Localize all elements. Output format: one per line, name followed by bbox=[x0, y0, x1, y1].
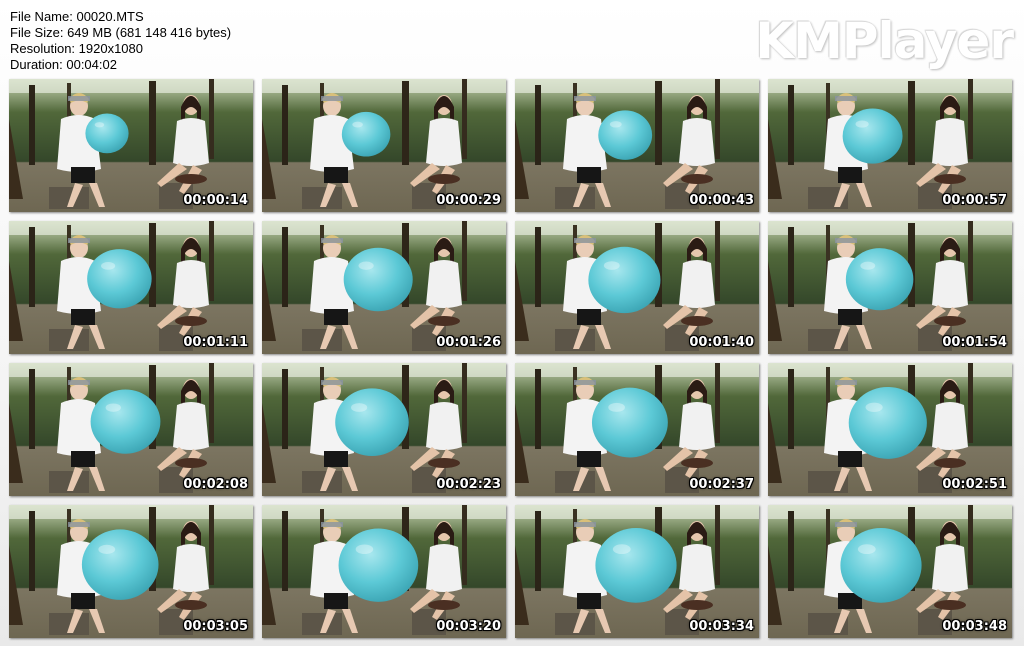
timestamp-label: 00:00:29 bbox=[436, 193, 501, 208]
timestamp-label: 00:01:26 bbox=[436, 335, 501, 350]
video-frame bbox=[262, 505, 506, 638]
video-thumbnail[interactable]: 00:02:37 bbox=[515, 363, 759, 496]
timestamp-label: 00:00:14 bbox=[183, 193, 248, 208]
file-size: File Size: 649 MB (681 148 416 bytes) bbox=[10, 25, 232, 40]
video-thumbnail[interactable]: 00:02:51 bbox=[768, 363, 1012, 496]
video-frame bbox=[262, 363, 506, 496]
video-thumbnail[interactable]: 00:01:26 bbox=[262, 221, 506, 354]
timestamp-label: 00:01:11 bbox=[183, 335, 248, 350]
video-thumbnail[interactable]: 00:03:34 bbox=[515, 505, 759, 638]
video-thumbnail[interactable]: 00:03:48 bbox=[768, 505, 1012, 638]
timestamp-label: 00:03:05 bbox=[183, 619, 248, 634]
timestamp-label: 00:03:20 bbox=[436, 619, 501, 634]
video-thumbnail[interactable]: 00:00:57 bbox=[768, 79, 1012, 212]
timestamp-label: 00:01:54 bbox=[942, 335, 1007, 350]
thumbnail-grid: 00:00:14 bbox=[9, 79, 1012, 638]
resolution: Resolution: 1920x1080 bbox=[10, 41, 143, 56]
video-frame bbox=[768, 79, 1012, 212]
timestamp-label: 00:03:48 bbox=[942, 619, 1007, 634]
kmplayer-logo: KMPlayer bbox=[755, 12, 1014, 70]
video-thumbnail[interactable]: 00:00:14 bbox=[9, 79, 253, 212]
video-frame bbox=[515, 505, 759, 638]
timestamp-label: 00:00:43 bbox=[689, 193, 754, 208]
timestamp-label: 00:02:23 bbox=[436, 477, 501, 492]
video-thumbnail[interactable]: 00:01:54 bbox=[768, 221, 1012, 354]
video-thumbnail[interactable]: 00:03:20 bbox=[262, 505, 506, 638]
video-frame bbox=[515, 221, 759, 354]
video-frame bbox=[768, 221, 1012, 354]
timestamp-label: 00:00:57 bbox=[942, 193, 1007, 208]
timestamp-label: 00:01:40 bbox=[689, 335, 754, 350]
timestamp-label: 00:02:08 bbox=[183, 477, 248, 492]
video-frame bbox=[9, 221, 253, 354]
video-thumbnail[interactable]: 00:02:08 bbox=[9, 363, 253, 496]
video-frame bbox=[262, 79, 506, 212]
video-thumbnail[interactable]: 00:03:05 bbox=[9, 505, 253, 638]
video-frame bbox=[9, 79, 253, 212]
file-name: File Name: 00020.MTS bbox=[10, 9, 144, 24]
video-thumbnail[interactable]: 00:00:29 bbox=[262, 79, 506, 212]
video-thumbnail[interactable]: 00:01:40 bbox=[515, 221, 759, 354]
video-frame bbox=[262, 221, 506, 354]
duration: Duration: 00:04:02 bbox=[10, 57, 117, 72]
timestamp-label: 00:03:34 bbox=[689, 619, 754, 634]
video-frame bbox=[768, 505, 1012, 638]
video-frame bbox=[515, 363, 759, 496]
video-frame bbox=[515, 79, 759, 212]
video-frame bbox=[9, 363, 253, 496]
video-frame bbox=[768, 363, 1012, 496]
video-thumbnail[interactable]: 00:00:43 bbox=[515, 79, 759, 212]
video-thumbnail[interactable]: 00:02:23 bbox=[262, 363, 506, 496]
video-frame bbox=[9, 505, 253, 638]
timestamp-label: 00:02:37 bbox=[689, 477, 754, 492]
timestamp-label: 00:02:51 bbox=[942, 477, 1007, 492]
file-info: File Name: 00020.MTS File Size: 649 MB (… bbox=[10, 9, 231, 73]
video-thumbnail[interactable]: 00:01:11 bbox=[9, 221, 253, 354]
